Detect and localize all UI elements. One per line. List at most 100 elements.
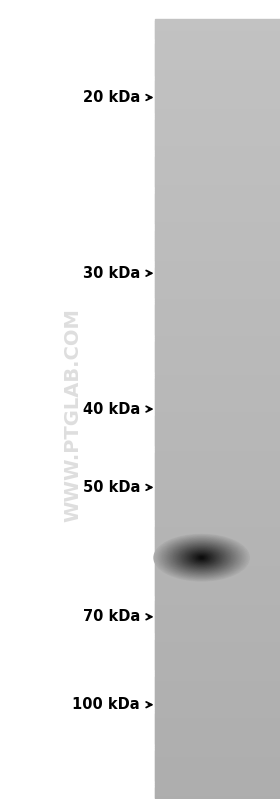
Bar — [155, 29, 280, 32]
Bar — [155, 305, 280, 308]
Bar — [155, 446, 280, 448]
Bar — [155, 300, 280, 302]
Bar — [155, 730, 280, 733]
Bar — [155, 797, 280, 799]
Bar — [155, 313, 280, 316]
Bar — [155, 789, 280, 791]
Bar — [155, 197, 280, 199]
Ellipse shape — [183, 549, 220, 566]
Bar — [155, 531, 280, 534]
Bar — [155, 49, 280, 51]
Bar — [155, 216, 280, 219]
Bar — [155, 785, 280, 787]
Bar — [155, 572, 280, 575]
Bar — [155, 121, 280, 123]
Bar — [155, 38, 280, 42]
Bar — [155, 163, 280, 166]
Bar — [155, 267, 280, 269]
Bar — [155, 479, 280, 482]
Bar — [155, 646, 280, 649]
Bar — [155, 331, 280, 333]
Bar — [155, 202, 280, 205]
Bar — [155, 598, 280, 600]
Bar — [155, 381, 280, 384]
Bar — [155, 570, 280, 573]
Bar — [155, 450, 280, 452]
Bar — [155, 145, 280, 149]
Bar — [155, 288, 280, 291]
Bar — [155, 765, 280, 768]
Bar — [155, 347, 280, 349]
Text: WWW.PTGLAB.COM: WWW.PTGLAB.COM — [63, 308, 82, 523]
Bar — [155, 438, 280, 441]
Bar — [155, 321, 280, 324]
Bar — [155, 348, 280, 351]
Bar — [155, 260, 280, 264]
Bar — [155, 171, 280, 174]
Ellipse shape — [158, 536, 245, 579]
Ellipse shape — [157, 536, 246, 579]
Bar — [155, 179, 280, 181]
Bar — [155, 339, 280, 341]
Ellipse shape — [199, 557, 204, 559]
Bar — [155, 621, 280, 624]
Bar — [155, 714, 280, 718]
Bar — [155, 366, 280, 368]
Bar — [155, 103, 280, 105]
Ellipse shape — [166, 540, 237, 575]
Bar — [155, 710, 280, 714]
Ellipse shape — [200, 557, 203, 559]
Bar — [155, 409, 280, 411]
Bar — [155, 251, 280, 254]
Bar — [155, 360, 280, 363]
Bar — [155, 753, 280, 756]
Bar — [155, 247, 280, 250]
Bar — [155, 721, 280, 723]
Bar — [155, 656, 280, 658]
Bar — [155, 233, 280, 237]
Bar — [155, 19, 280, 22]
Bar — [155, 564, 280, 567]
Bar — [155, 755, 280, 758]
Bar — [155, 734, 280, 737]
Bar — [155, 372, 280, 375]
Text: 40 kDa: 40 kDa — [83, 402, 140, 416]
Ellipse shape — [190, 552, 213, 563]
Bar — [155, 689, 280, 692]
Bar — [155, 527, 280, 531]
Bar — [155, 156, 280, 158]
Bar — [155, 428, 280, 431]
Bar — [155, 648, 280, 651]
Bar — [155, 638, 280, 642]
Bar — [155, 298, 280, 300]
Bar — [155, 259, 280, 261]
Bar — [155, 741, 280, 745]
Text: 50 kDa: 50 kDa — [83, 480, 140, 495]
Bar — [155, 724, 280, 727]
Bar — [155, 510, 280, 513]
Bar — [155, 315, 280, 318]
Bar — [155, 97, 280, 100]
Bar — [155, 424, 280, 427]
Ellipse shape — [172, 543, 231, 572]
Bar — [155, 713, 280, 715]
Ellipse shape — [187, 551, 216, 565]
Bar — [155, 457, 280, 460]
Bar — [155, 678, 280, 680]
Bar — [155, 60, 280, 63]
Bar — [155, 771, 280, 773]
Bar — [155, 419, 280, 421]
Bar — [155, 105, 280, 108]
Bar — [155, 399, 280, 402]
Bar — [155, 642, 280, 645]
Ellipse shape — [164, 539, 239, 576]
Bar — [155, 173, 280, 176]
Bar — [155, 740, 280, 742]
Bar — [155, 559, 280, 562]
Bar — [155, 74, 280, 77]
Bar — [155, 389, 280, 392]
Ellipse shape — [168, 542, 235, 574]
Bar — [155, 775, 280, 777]
Ellipse shape — [184, 549, 219, 566]
Bar — [155, 393, 280, 396]
